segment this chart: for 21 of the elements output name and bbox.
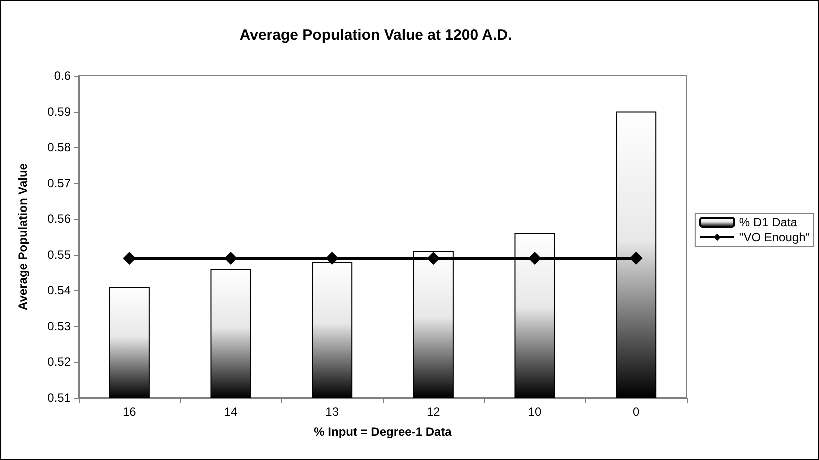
y-tick-label: 0.51: [48, 391, 72, 405]
y-tick-label: 0.53: [48, 319, 72, 334]
y-tick-label: 0.57: [48, 176, 72, 190]
y-tick-label: 0.58: [48, 140, 72, 155]
x-tick-label: 14: [224, 405, 238, 419]
y-tick-label: 0.59: [48, 104, 72, 119]
y-tick-label: 0.6: [54, 69, 72, 83]
y-axis-title: Average Population Value: [16, 163, 30, 310]
y-tick-label: 0.54: [48, 284, 72, 298]
y-tick-label: 0.55: [48, 248, 72, 262]
legend-label: % D1 Data: [739, 216, 798, 230]
y-tick-label: 0.52: [48, 355, 72, 370]
x-axis-title: % Input = Degree-1 Data: [314, 425, 452, 439]
legend-label: "VO Enough": [739, 230, 810, 244]
chart-title: Average Population Value at 1200 A.D.: [240, 27, 512, 44]
x-tick-label: 10: [528, 405, 542, 419]
x-tick-label: 12: [426, 405, 441, 419]
x-tick-label: 13: [326, 405, 340, 419]
x-tick-label: 16: [122, 405, 137, 419]
y-tick-label: 0.56: [48, 212, 72, 226]
x-tick-label: 0: [632, 405, 640, 419]
